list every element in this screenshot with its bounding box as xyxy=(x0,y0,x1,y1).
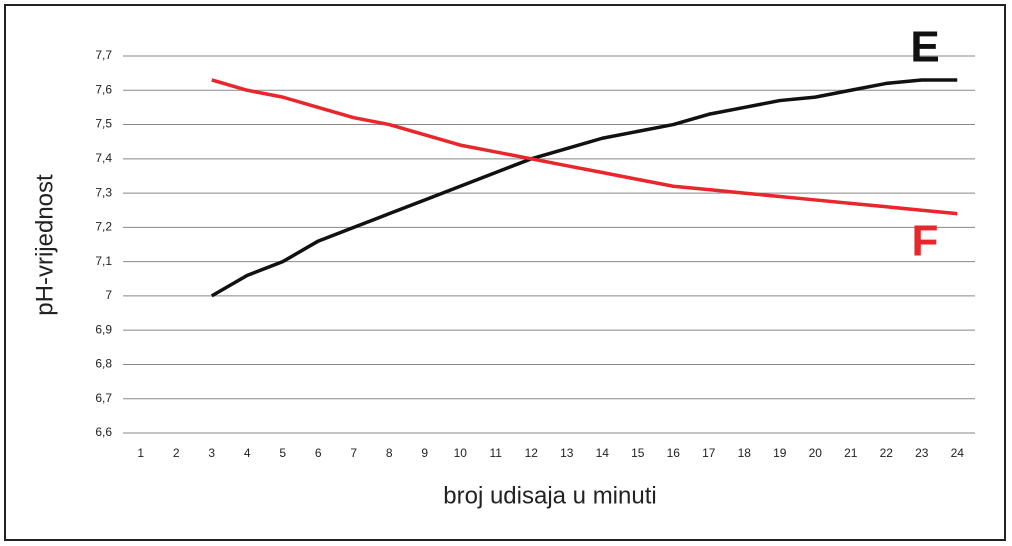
x-tick-label: 14 xyxy=(596,446,610,460)
x-tick-label: 11 xyxy=(490,446,503,460)
y-tick-label: 6,8 xyxy=(95,357,112,371)
x-tick-label: 16 xyxy=(667,446,681,460)
y-tick-label: 7,5 xyxy=(95,117,112,131)
frame xyxy=(4,4,1006,541)
y-tick-label: 6,6 xyxy=(95,425,112,439)
x-tick-label: 21 xyxy=(844,446,858,460)
x-tick-label: 12 xyxy=(525,446,539,460)
x-tick-label: 5 xyxy=(279,446,286,460)
x-tick-label: 18 xyxy=(738,446,752,460)
y-tick-label: 7,3 xyxy=(95,185,112,199)
line xyxy=(210,78,958,298)
x-tick-label: 15 xyxy=(631,446,645,460)
series-label: F xyxy=(912,216,939,265)
x-tick-label: 2 xyxy=(173,446,180,460)
x-tick-label: 9 xyxy=(421,446,428,460)
x-tick-label: 13 xyxy=(560,446,574,460)
x-tick-label: 3 xyxy=(208,446,215,460)
x-tick-label: 1 xyxy=(137,446,144,460)
y-tick-label: 7,4 xyxy=(95,151,112,165)
y-tick-label: 7,7 xyxy=(95,48,112,62)
x-tick-label: 6 xyxy=(315,446,322,460)
x-tick-label: 20 xyxy=(809,446,823,460)
y-tick-label: 6,7 xyxy=(95,391,112,405)
y-tick-label: 7,1 xyxy=(95,254,112,268)
x-tick-label: 23 xyxy=(915,446,929,460)
series-label: E xyxy=(910,23,939,72)
y-tick-label: 7,6 xyxy=(95,82,112,96)
y-axis-title: pH-vrijednost xyxy=(31,174,58,316)
y-tick-label: 7 xyxy=(105,288,112,302)
x-tick-label: 17 xyxy=(702,446,716,460)
x-tick-label: 22 xyxy=(880,446,894,460)
x-tick-label: 19 xyxy=(773,446,787,460)
y-tick-label: 6,9 xyxy=(95,322,112,336)
x-tick-label: 10 xyxy=(454,446,468,460)
y-tick-label: 7,2 xyxy=(95,220,112,234)
x-tick-label: 7 xyxy=(350,446,357,460)
x-axis-title: broj udisaja u minuti xyxy=(443,482,656,509)
line xyxy=(211,78,958,216)
x-tick-label: 24 xyxy=(951,446,965,460)
x-tick-label: 4 xyxy=(244,446,251,460)
x-tick-label: 8 xyxy=(386,446,393,460)
